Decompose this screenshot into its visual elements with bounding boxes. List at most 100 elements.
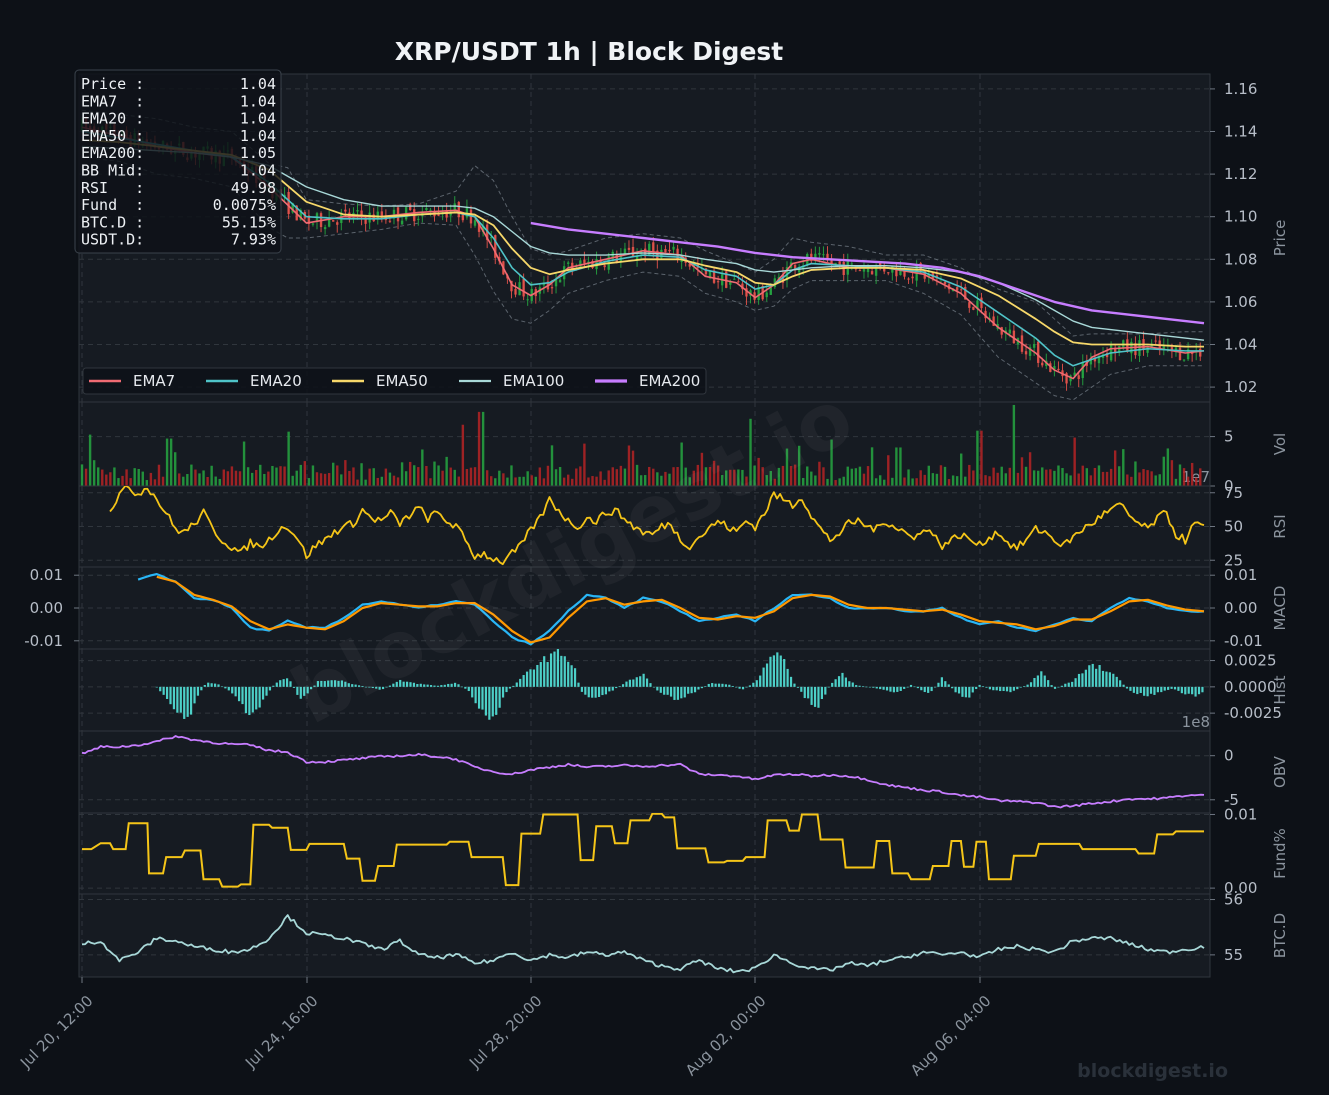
info-value: 1.04 [240,92,276,110]
histogram-bar [1139,686,1142,693]
volume-bar [895,447,898,486]
volume-bar [1170,460,1174,486]
volume-bar [587,477,590,486]
histogram-bar [501,686,505,698]
histogram-bar [964,686,967,698]
histogram-bar [1095,668,1098,687]
histogram-bar [488,686,491,720]
candle [619,248,623,268]
histogram-bar [368,686,371,688]
y-tick-label: 56 [1224,891,1243,909]
volume-bar [858,466,862,486]
volume-bar [534,476,537,486]
histogram-bar [495,686,498,715]
histogram-bar [172,686,176,710]
histogram-bar [841,672,844,687]
histogram-bar [1064,683,1067,687]
panel-content [155,649,1204,720]
histogram-bar [861,686,865,687]
histogram-bar [769,656,772,687]
volume-bar [396,477,400,486]
histogram-bar [1180,686,1183,694]
histogram-bar [957,686,961,694]
histogram-bar [186,686,189,717]
histogram-bar [803,686,806,699]
histogram-bar [402,681,405,687]
candle [737,274,740,283]
y-tick-label: 1.06 [1224,293,1257,311]
histogram-bar [868,686,871,688]
volume-bar [708,466,712,486]
volume-bar [271,465,274,486]
volume-bar [153,479,157,486]
histogram-bar [855,685,858,687]
candle [453,196,456,213]
histogram-bar [584,686,587,695]
legend-label: EMA7 [133,372,175,390]
histogram-bar [474,686,477,704]
volume-bar [473,467,477,486]
histogram-bar [625,681,628,687]
volume-bar [84,468,88,486]
volume-bar [275,467,278,486]
volume-bar [878,475,882,486]
histogram-bar [440,685,443,687]
histogram-bar [652,686,656,688]
volume-bar [109,472,112,486]
volume-bar [392,475,396,486]
volume-bar [186,474,189,486]
volume-bar [530,475,533,486]
volume-bar [915,478,918,486]
volume-bar [988,476,991,486]
histogram-bar [357,685,361,687]
volume-bar [105,474,108,486]
candle [988,312,991,323]
legend-item-ema20: EMA20 [206,372,302,390]
histogram-bar [484,686,488,716]
volume-bar [745,476,748,486]
histogram-bar [261,686,265,700]
volume-bar [607,470,610,486]
histogram-bar [954,686,957,693]
volume-bar [1061,468,1064,486]
volume-bar [648,466,651,486]
histogram-bar [810,686,813,705]
volume-bar [603,479,606,486]
histogram-bar [601,686,604,696]
histogram-bar [416,684,419,687]
volume-bar [725,470,728,486]
volume-bar [88,434,92,486]
histogram-bar [385,686,388,688]
histogram-bar [1143,686,1146,696]
candle [870,267,874,275]
y-tick-label: 50 [1224,518,1243,536]
histogram-bar [820,686,823,700]
volume-bar [295,470,298,486]
volume-bar [1020,457,1024,486]
candle [376,206,379,225]
volume-bar [737,469,740,486]
volume-bar [498,470,501,486]
volume-bar [303,461,307,486]
candle [725,269,728,289]
candle [1057,361,1060,372]
volume-bar [449,467,452,486]
volume-bar [1081,465,1084,486]
histogram-bar [529,669,532,687]
volume-bar [218,478,221,486]
volume-bar [976,430,979,486]
volume-bar [862,473,866,486]
candle [968,301,971,313]
volume-bar [137,469,140,486]
histogram-bar [1060,685,1063,687]
volume-bar [822,467,825,486]
histogram-bar [196,686,200,696]
histogram-bar [882,686,885,690]
series-line-ema100 [81,145,1205,341]
histogram-bar [971,686,974,693]
histogram-bar [930,686,933,692]
volume-bar [1093,467,1097,486]
histogram-bar [865,686,868,688]
histogram-bar [299,686,302,699]
histogram-bar [1184,686,1187,695]
